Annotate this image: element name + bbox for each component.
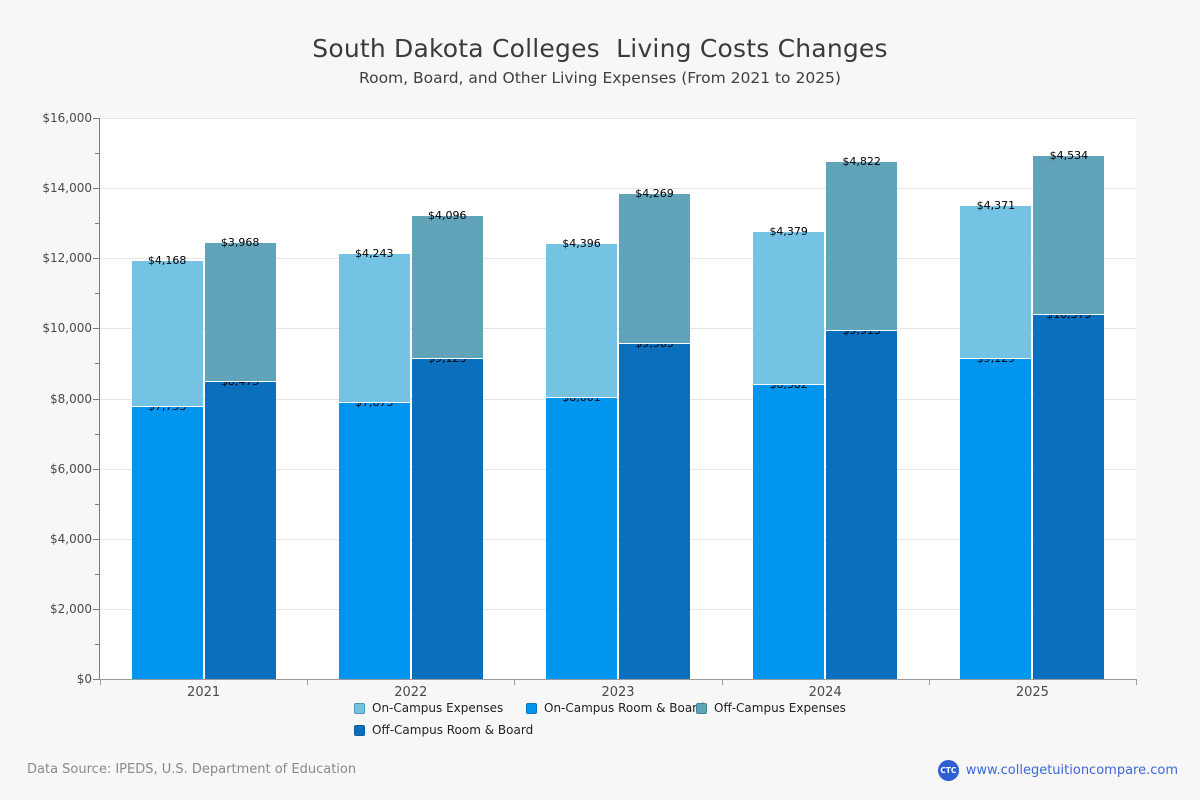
bar-segment[interactable] <box>619 193 690 344</box>
y-axis-tick <box>93 679 99 680</box>
y-axis-tick <box>93 468 99 470</box>
x-tick-label: 2025 <box>1015 685 1049 700</box>
bar-segment[interactable] <box>338 254 410 403</box>
chart-title: South Dakota Colleges Living Costs Chang… <box>312 34 888 63</box>
ctc-logo-icon[interactable]: CTC <box>937 760 959 781</box>
bar-value-label: $4,371 <box>976 198 1016 212</box>
y-axis-tick <box>93 328 99 330</box>
legend-label: On-Campus Room & Board <box>544 701 705 715</box>
bar-segment[interactable] <box>131 261 203 408</box>
y-grid-line <box>100 398 1136 400</box>
website-url[interactable]: www.collegetuitioncompare.com <box>965 763 1178 778</box>
x-axis-tick <box>928 680 930 685</box>
x-tick-label: 2021 <box>187 685 221 700</box>
y-axis-tick <box>93 398 99 400</box>
y-tick-label: $4,000 <box>50 531 92 546</box>
y-axis-line <box>99 118 100 680</box>
x-axis-tick <box>100 680 101 685</box>
legend-label: Off-Campus Room & Board <box>372 723 534 737</box>
y-axis-tick <box>93 258 99 260</box>
x-axis-tick <box>1136 680 1137 685</box>
bar-value-label: $4,534 <box>1049 149 1089 163</box>
bar-value-label: $4,396 <box>562 237 601 251</box>
y-axis-minor-tick <box>95 223 99 225</box>
y-axis-minor-tick <box>95 153 99 155</box>
x-tick-label: 2022 <box>394 685 428 700</box>
y-tick-label: $14,000 <box>42 181 92 196</box>
legend-item[interactable]: Off-Campus Expenses <box>696 701 846 716</box>
x-tick-label: 2023 <box>601 685 635 700</box>
y-axis-minor-tick <box>95 503 99 505</box>
x-axis-line <box>99 679 1137 680</box>
x-axis-tick <box>514 680 516 685</box>
y-tick-label: $10,000 <box>42 321 92 336</box>
bar-segment[interactable] <box>826 331 898 679</box>
legend-label: On-Campus Expenses <box>372 701 504 715</box>
legend-item[interactable]: Off-Campus Room & Board <box>354 723 533 738</box>
bar-value-label: $4,168 <box>147 254 187 268</box>
bar-segment[interactable] <box>1033 156 1105 316</box>
y-grid-line <box>100 188 1136 190</box>
bar-value-label: $4,269 <box>635 186 674 200</box>
bar-segment[interactable] <box>204 242 276 382</box>
y-axis-tick <box>93 118 99 119</box>
y-grid-line <box>100 258 1136 260</box>
y-grid-line <box>100 118 1136 119</box>
x-axis-tick <box>307 680 309 685</box>
bar-segment[interactable] <box>411 359 483 679</box>
y-axis-minor-tick <box>95 363 99 365</box>
legend: On-Campus Expenses On-Campus Room & Board… <box>354 701 914 747</box>
y-axis-minor-tick <box>95 433 99 435</box>
bar-value-label: $4,822 <box>842 155 881 169</box>
y-tick-label: $6,000 <box>50 461 92 476</box>
bar-segment[interactable] <box>546 244 617 399</box>
bar-segment[interactable] <box>338 402 410 679</box>
y-tick-label: $2,000 <box>50 601 92 616</box>
x-axis-tick <box>721 680 723 685</box>
bar-segment[interactable] <box>546 398 617 679</box>
y-axis-tick <box>93 188 99 190</box>
bar-segment[interactable] <box>411 215 483 360</box>
bar-segment[interactable] <box>204 381 276 679</box>
bar-segment[interactable] <box>753 231 825 386</box>
y-tick-label: $16,000 <box>42 111 92 125</box>
bar-segment[interactable] <box>1033 315 1105 679</box>
legend-item[interactable]: On-Campus Expenses <box>354 701 503 716</box>
y-axis-tick <box>93 608 99 610</box>
bar-segment[interactable] <box>960 205 1032 359</box>
legend-swatch-icon <box>354 725 365 736</box>
y-tick-label: $8,000 <box>50 391 92 406</box>
bar-value-label: $3,968 <box>220 235 260 249</box>
y-grid-line <box>100 328 1136 330</box>
y-axis-minor-tick <box>95 293 99 295</box>
y-grid-line <box>100 608 1136 610</box>
legend-label: Off-Campus Expenses <box>714 701 846 715</box>
y-tick-label: $0 <box>76 672 92 686</box>
y-axis-minor-tick <box>95 643 99 645</box>
bar-value-label: $4,243 <box>355 247 394 261</box>
bar-segment[interactable] <box>826 162 898 332</box>
plot-area: $7,753$4,168$8,475$3,968$7,873$4,243$9,1… <box>100 118 1136 679</box>
bar-segment[interactable] <box>753 385 825 679</box>
bar-value-label: $4,379 <box>769 224 808 238</box>
legend-item[interactable]: On-Campus Room & Board <box>526 701 705 716</box>
legend-swatch-icon <box>526 703 537 714</box>
bar-segment[interactable] <box>960 358 1032 679</box>
legend-swatch-icon <box>696 703 707 714</box>
website-link[interactable]: CTC www.collegetuitioncompare.com <box>937 760 1178 781</box>
bar-value-label: $4,096 <box>428 208 467 222</box>
bar-segment[interactable] <box>131 407 203 679</box>
y-grid-line <box>100 538 1136 540</box>
legend-swatch-icon <box>354 703 365 714</box>
chart-subtitle: Room, Board, and Other Living Expenses (… <box>359 69 841 87</box>
y-grid-line <box>100 468 1136 470</box>
x-tick-label: 2024 <box>808 685 842 700</box>
y-axis-minor-tick <box>95 573 99 575</box>
y-tick-label: $12,000 <box>42 251 92 266</box>
bar-segment[interactable] <box>619 343 690 679</box>
data-source-note: Data Source: IPEDS, U.S. Department of E… <box>27 762 357 777</box>
y-axis-tick <box>93 538 99 540</box>
